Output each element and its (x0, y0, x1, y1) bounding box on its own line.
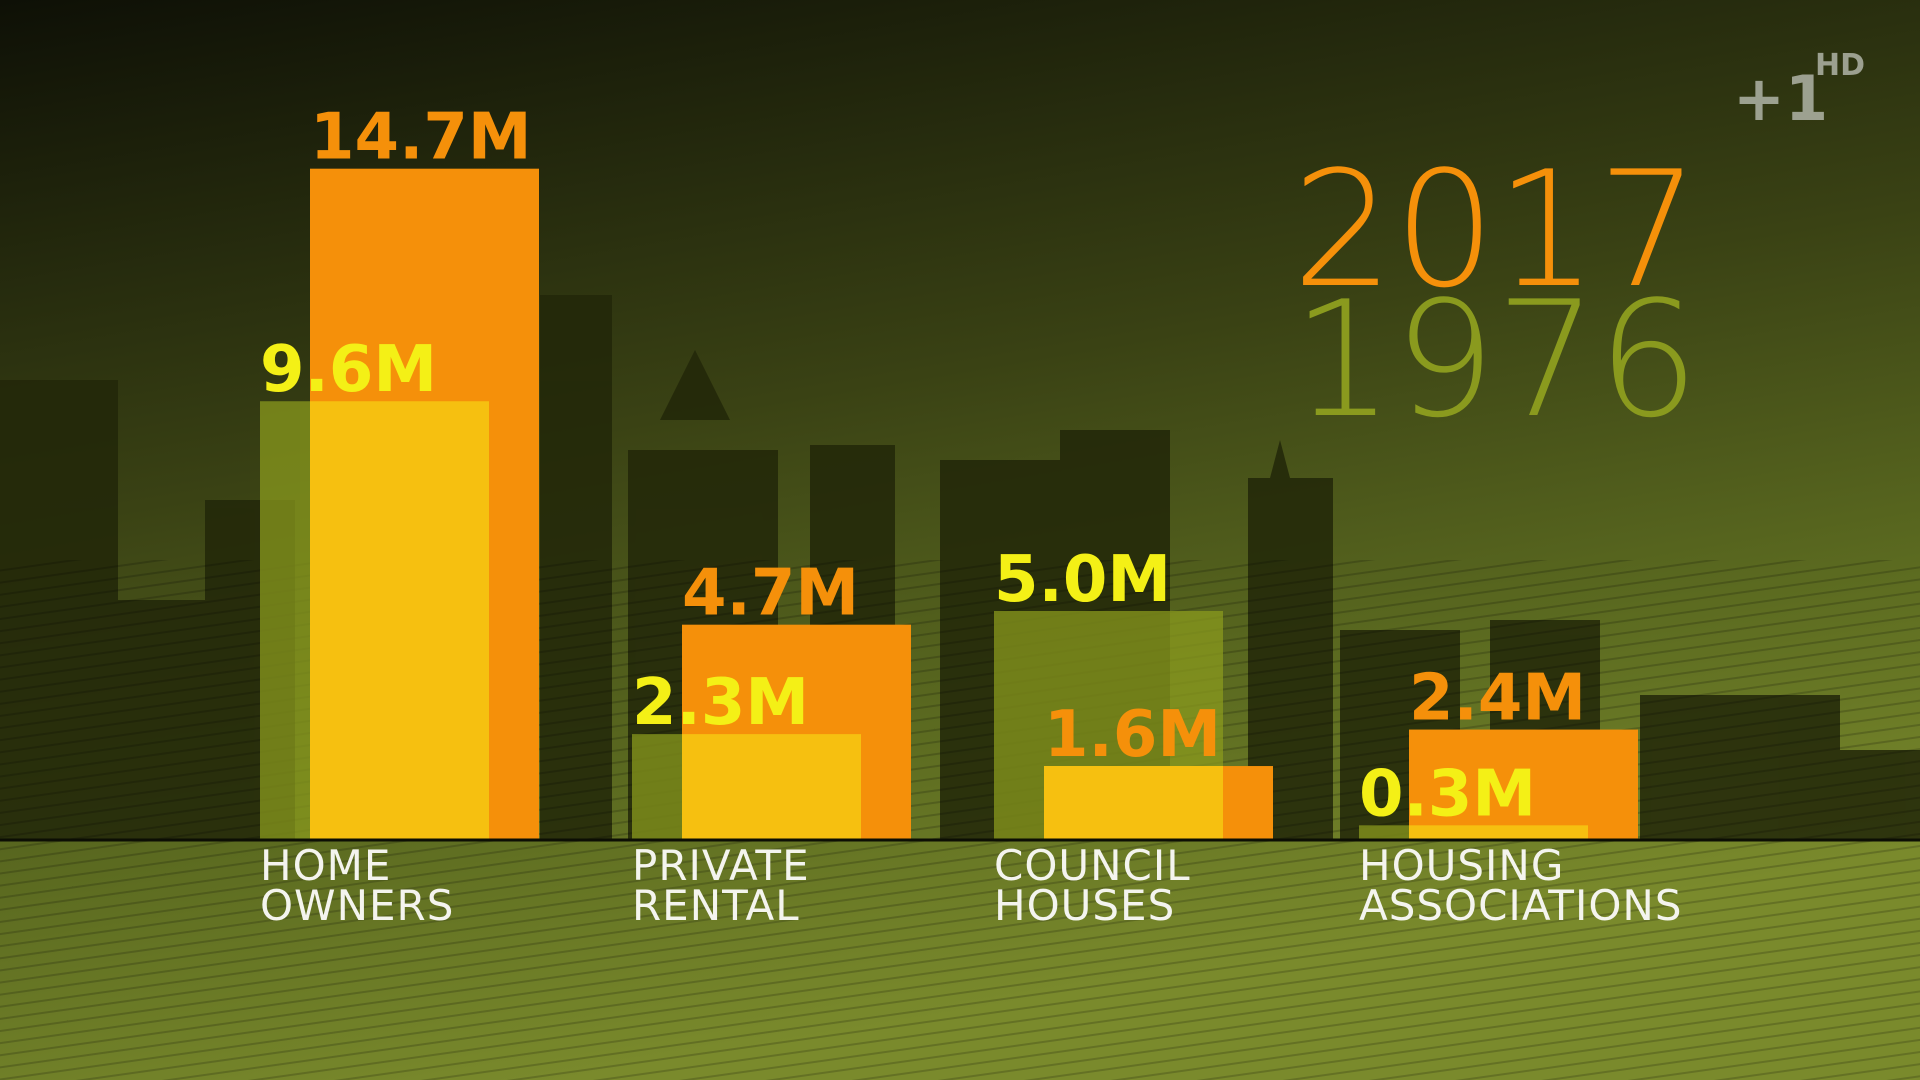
value-label: 5.0M (994, 543, 1171, 617)
plot-area: 14.7M 9.6M HOME OWNERS 4.7M 2.3M PRIVATE RENTAL… (260, 101, 1682, 930)
x-tick-label: COUNCIL HOUSES (994, 841, 1191, 930)
logo-badge: HD (1815, 48, 1865, 83)
legend-entry: 2017 (1292, 136, 1699, 323)
bar-overlap (1044, 766, 1223, 839)
x-tick-label: HOUSING ASSOCIATIONS (1359, 841, 1682, 930)
value-label: 14.7M (310, 101, 532, 175)
legend-entry: 1976 (1292, 266, 1699, 453)
x-tick-label: HOME OWNERS (260, 841, 454, 930)
value-label: 2.4M (1409, 662, 1586, 736)
x-tick-label: PRIVATE RENTAL (632, 841, 810, 930)
bar-overlap (1409, 825, 1588, 839)
value-label: 2.3M (632, 666, 809, 740)
logo-mark: +1 (1733, 62, 1828, 135)
bar-overlap (310, 401, 489, 839)
bar-overlap (682, 734, 861, 839)
bar (1409, 729, 1638, 839)
value-label: 1.6M (1044, 698, 1221, 772)
value-label: 4.7M (682, 557, 859, 631)
value-label: 0.3M (1359, 757, 1536, 831)
value-label: 9.6M (260, 333, 437, 407)
